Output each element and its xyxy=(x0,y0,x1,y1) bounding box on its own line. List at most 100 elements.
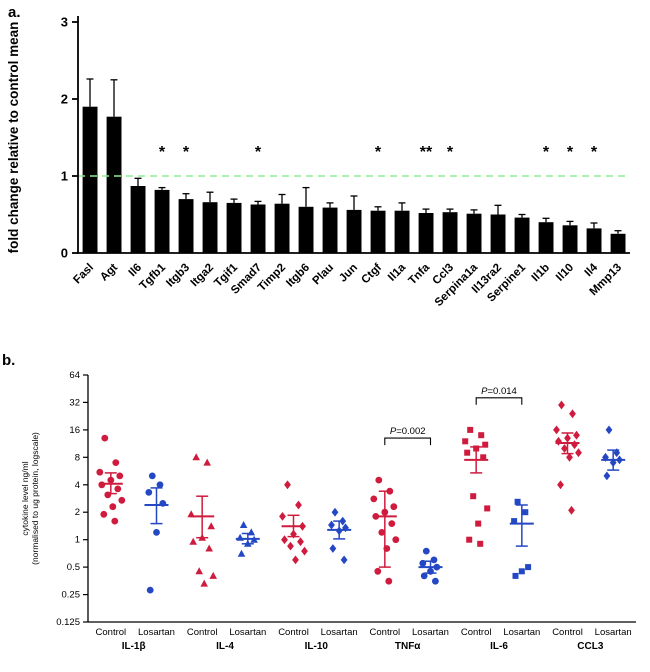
significance-asterisk: * xyxy=(567,144,574,161)
scatter-point xyxy=(390,503,398,511)
scatter-point xyxy=(514,498,521,505)
scatter-point xyxy=(462,438,469,445)
bar xyxy=(394,210,410,253)
y-tick-label: 0.25 xyxy=(62,590,81,601)
scatter-point xyxy=(209,571,217,579)
scatter-point xyxy=(475,520,482,527)
x-tick-label: Fasl xyxy=(71,262,96,287)
scatter-point xyxy=(203,458,211,466)
treatment-label: Control xyxy=(552,627,583,638)
significance-asterisk: * xyxy=(159,144,166,161)
significance-asterisk: ** xyxy=(420,144,433,161)
scatter-point xyxy=(602,452,609,462)
y-tick-label: 0.125 xyxy=(56,617,80,628)
scatter-point xyxy=(340,555,348,565)
bar xyxy=(442,212,458,253)
scatter-point xyxy=(467,426,474,433)
p-value-label: P=0.002 xyxy=(390,426,426,437)
scatter-point xyxy=(553,425,560,435)
scatter-point xyxy=(378,529,386,536)
scatter-point xyxy=(480,454,487,461)
bar xyxy=(226,202,242,253)
y-tick-label: 2 xyxy=(61,92,68,107)
panel-a-bar-chart: Fasl Agt Il6Tgfb1Itgb3Itga2Tgif1Smad7Timp2… xyxy=(6,15,630,309)
scatter-point xyxy=(566,452,573,462)
cytokine-label: IL-10 xyxy=(305,641,329,652)
scatter-point xyxy=(511,518,518,525)
scatter-point xyxy=(287,541,294,551)
scatter-point xyxy=(466,536,473,543)
scatter-point xyxy=(189,537,197,545)
scatter-point xyxy=(573,430,580,440)
panel-a-label: a. xyxy=(8,4,21,21)
scatter-point xyxy=(146,586,154,594)
bar xyxy=(106,116,122,253)
scatter-point xyxy=(195,567,203,575)
scatter-point xyxy=(237,549,246,557)
x-tick-label: Itga2 xyxy=(189,262,216,289)
scatter-point xyxy=(116,472,124,480)
treatment-label: Losartan xyxy=(412,627,449,638)
scatter-point xyxy=(430,556,438,564)
scatter-point xyxy=(512,572,519,579)
treatment-label: Losartan xyxy=(503,627,540,638)
scatter-point xyxy=(207,522,215,530)
x-tick-label: Jun xyxy=(337,262,360,285)
bar xyxy=(154,189,170,253)
scatter-point xyxy=(192,453,200,461)
panel-b-label: b. xyxy=(2,352,16,369)
scatter-point xyxy=(420,572,428,580)
scatter-point xyxy=(525,564,532,571)
y-tick-label: 64 xyxy=(69,370,80,381)
scatter-point xyxy=(374,567,382,575)
scatter-point xyxy=(331,507,339,517)
treatment-label: Control xyxy=(96,627,127,638)
y-tick-label: 1 xyxy=(75,535,80,546)
treatment-label: Losartan xyxy=(595,627,632,638)
scatter-point xyxy=(295,500,302,510)
scatter-point xyxy=(96,468,104,476)
scatter-point xyxy=(555,436,562,446)
scatter-point xyxy=(392,536,400,544)
significance-asterisk: * xyxy=(375,144,382,161)
scatter-point xyxy=(342,523,349,533)
scatter-point xyxy=(114,485,122,493)
x-tick-label: Timp2 xyxy=(256,262,288,294)
scatter-point xyxy=(522,509,529,516)
cytokine-label: IL-6 xyxy=(490,641,508,652)
treatment-label: Control xyxy=(461,627,492,638)
scatter-point xyxy=(153,529,160,536)
scatter-point xyxy=(478,432,485,439)
scatter-point xyxy=(518,568,525,575)
scatter-point xyxy=(477,540,484,547)
x-tick-label: Il1b xyxy=(530,262,552,284)
scatter-point xyxy=(118,496,126,504)
scatter-point xyxy=(605,425,613,435)
scatter-point xyxy=(328,520,335,530)
x-tick-label: Ctgf xyxy=(359,262,384,287)
scatter-point xyxy=(112,459,120,466)
scatter-point xyxy=(292,555,299,565)
bar xyxy=(322,207,338,253)
scatter-point xyxy=(239,521,248,528)
scatter-point xyxy=(432,577,439,585)
scatter-point xyxy=(145,489,153,496)
bar xyxy=(178,199,194,253)
scatter-point xyxy=(101,434,109,442)
treatment-label: Losartan xyxy=(229,627,266,638)
significance-asterisk: * xyxy=(591,144,598,161)
scatter-point xyxy=(422,547,430,555)
bar xyxy=(274,203,290,253)
y-tick-label: 32 xyxy=(69,397,80,408)
significance-asterisk: * xyxy=(447,144,454,161)
significance-bracket xyxy=(475,397,523,405)
scatter-point xyxy=(571,440,578,450)
x-tick-label: Il1a xyxy=(386,261,408,283)
scatter-point xyxy=(109,503,117,511)
scatter-point xyxy=(247,528,256,536)
y-tick-label: 0 xyxy=(61,246,68,261)
x-tick-label: Tgfb1 xyxy=(137,261,168,292)
x-tick-label: Itgb3 xyxy=(164,262,192,290)
significance-asterisk: * xyxy=(255,144,262,161)
